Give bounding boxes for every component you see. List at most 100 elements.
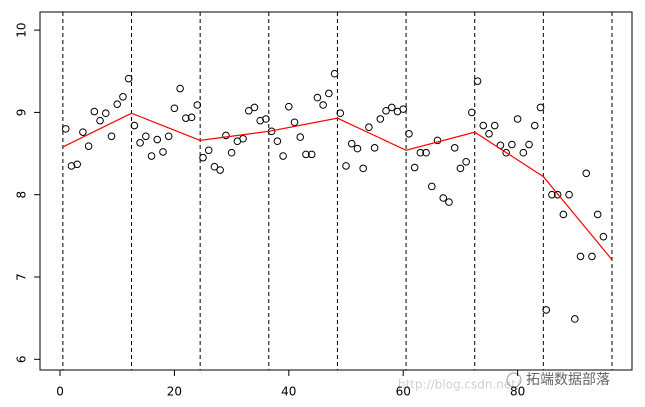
- plot-frame: [39, 11, 633, 371]
- x-tick-label: 40: [281, 385, 296, 399]
- point: [73, 160, 81, 169]
- point: [101, 109, 110, 118]
- point: [576, 252, 585, 261]
- point: [599, 232, 608, 241]
- point: [285, 102, 293, 111]
- point: [90, 107, 99, 116]
- point: [176, 84, 184, 93]
- point: [84, 142, 93, 150]
- point: [302, 150, 310, 159]
- y-tick-label: 7: [15, 273, 29, 281]
- point: [239, 134, 247, 143]
- point: [216, 166, 224, 174]
- point: [187, 113, 196, 122]
- point: [462, 157, 470, 166]
- point: [370, 143, 379, 152]
- point: [262, 115, 270, 123]
- point: [290, 118, 299, 127]
- point: [387, 103, 396, 112]
- point: [67, 162, 76, 170]
- point: [490, 121, 499, 130]
- point: [536, 103, 545, 112]
- point: [222, 131, 230, 140]
- point: [279, 152, 287, 160]
- point: [525, 140, 533, 149]
- point: [319, 101, 327, 109]
- point: [342, 162, 350, 170]
- point: [159, 148, 167, 156]
- point: [473, 77, 482, 85]
- y-tick-label: 9: [15, 109, 29, 117]
- point: [428, 182, 436, 191]
- point: [508, 140, 516, 149]
- y-tick-label: 10: [15, 22, 29, 37]
- point: [250, 103, 259, 112]
- point: [593, 210, 602, 219]
- watermark-text: 拓端数据部落: [526, 372, 610, 388]
- point: [565, 190, 573, 199]
- point: [296, 133, 305, 141]
- point: [107, 132, 116, 141]
- point: [147, 152, 156, 160]
- point: [353, 144, 362, 153]
- point: [199, 153, 207, 162]
- point: [399, 105, 408, 113]
- x-tick-label: 80: [510, 385, 525, 399]
- point: [336, 109, 345, 118]
- point: [307, 150, 316, 159]
- y-tick-label: 6: [15, 355, 29, 363]
- point: [365, 123, 373, 132]
- point: [571, 315, 579, 323]
- point: [330, 69, 339, 78]
- x-tick-label: 20: [167, 385, 182, 399]
- point: [136, 139, 144, 147]
- point: [313, 93, 322, 102]
- point: [164, 132, 173, 141]
- point: [582, 169, 591, 178]
- point: [193, 101, 202, 109]
- point: [450, 143, 459, 152]
- point: [433, 136, 442, 145]
- point: [325, 89, 333, 98]
- point: [422, 148, 430, 157]
- point: [456, 164, 465, 173]
- point: [548, 190, 556, 199]
- point: [445, 198, 453, 206]
- point: [124, 74, 133, 83]
- point: [405, 130, 413, 138]
- point: [416, 148, 425, 157]
- point: [468, 108, 476, 117]
- point: [553, 190, 562, 199]
- point: [182, 114, 190, 122]
- point: [410, 163, 419, 172]
- point: [530, 121, 539, 130]
- point: [210, 162, 219, 171]
- point: [244, 106, 253, 115]
- x-tick-label: 0: [56, 385, 64, 399]
- point: [485, 130, 493, 138]
- point: [170, 104, 179, 113]
- point: [153, 135, 162, 144]
- point: [376, 115, 385, 123]
- point: [119, 92, 127, 101]
- point: [513, 115, 522, 123]
- point: [142, 132, 150, 141]
- point: [204, 146, 213, 155]
- point: [439, 194, 448, 202]
- watermark-url: http://blog.csdn.net/: [398, 378, 521, 392]
- point: [559, 210, 568, 219]
- point: [61, 125, 70, 133]
- point: [502, 148, 510, 157]
- point: [479, 121, 488, 130]
- point: [382, 106, 390, 115]
- point: [79, 128, 87, 136]
- point: [359, 164, 367, 173]
- point: [130, 121, 139, 130]
- point: [347, 139, 356, 148]
- point: [256, 116, 265, 125]
- fit-line: [62, 112, 613, 261]
- y-tick-label: 8: [15, 191, 29, 199]
- point: [96, 116, 104, 125]
- watermark-icon: [506, 372, 522, 388]
